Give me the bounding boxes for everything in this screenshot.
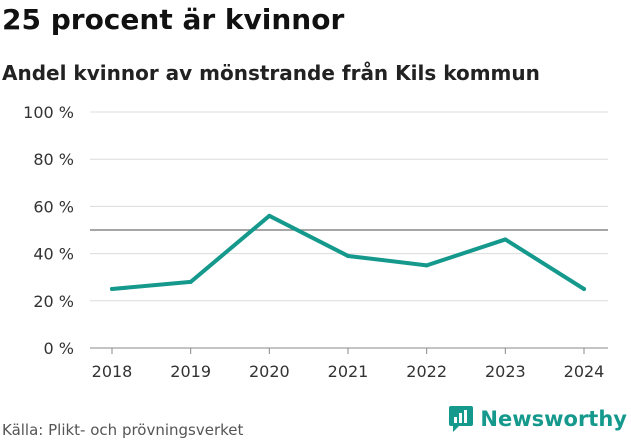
y-tick-label-40: 40 % bbox=[33, 245, 74, 264]
y-tick-label-60: 60 % bbox=[33, 197, 74, 216]
y-tick-label-20: 20 % bbox=[33, 292, 74, 311]
x-tick-label-2023: 2023 bbox=[485, 362, 526, 381]
x-tick-label-2022: 2022 bbox=[406, 362, 447, 381]
data-point-2022 bbox=[424, 263, 429, 268]
data-point-2019 bbox=[188, 279, 193, 284]
source-note: Källa: Plikt- och prövningsverket bbox=[2, 421, 244, 439]
data-point-2023 bbox=[503, 237, 508, 242]
series-line-0 bbox=[110, 213, 586, 291]
chart-title: 25 procent är kvinnor bbox=[2, 3, 345, 36]
bar-chart-speech-icon bbox=[449, 406, 474, 432]
data-point-2024 bbox=[582, 287, 586, 291]
y-tick-label-80: 80 % bbox=[33, 150, 74, 169]
chart-subtitle: Andel kvinnor av mönstrande från Kils ko… bbox=[2, 61, 540, 85]
x-tick-label-2021: 2021 bbox=[328, 362, 369, 381]
brand-logo[interactable]: Newsworthy bbox=[448, 405, 627, 433]
data-point-2018 bbox=[110, 287, 114, 291]
x-tick-label-2024: 2024 bbox=[564, 362, 605, 381]
y-tick-label-100: 100 % bbox=[23, 103, 74, 122]
line-chart: 0 % 20 % 40 % 60 % 80 % 100 % 2018 2019 2020 202… bbox=[23, 103, 608, 381]
x-tick-label-2019: 2019 bbox=[170, 362, 211, 381]
brand-name: Newsworthy bbox=[480, 407, 627, 431]
x-tick-label-2020: 2020 bbox=[249, 362, 290, 381]
data-point-2020 bbox=[267, 213, 272, 218]
x-axis: 2018 2019 2020 2021 2022 2023 2024 bbox=[90, 347, 608, 381]
series-group bbox=[110, 213, 586, 291]
y-tick-label-0: 0 % bbox=[44, 339, 74, 358]
x-tick-label-2018: 2018 bbox=[92, 362, 133, 381]
data-point-2021 bbox=[346, 253, 350, 258]
y-axis: 0 % 20 % 40 % 60 % 80 % 100 % bbox=[23, 103, 74, 358]
